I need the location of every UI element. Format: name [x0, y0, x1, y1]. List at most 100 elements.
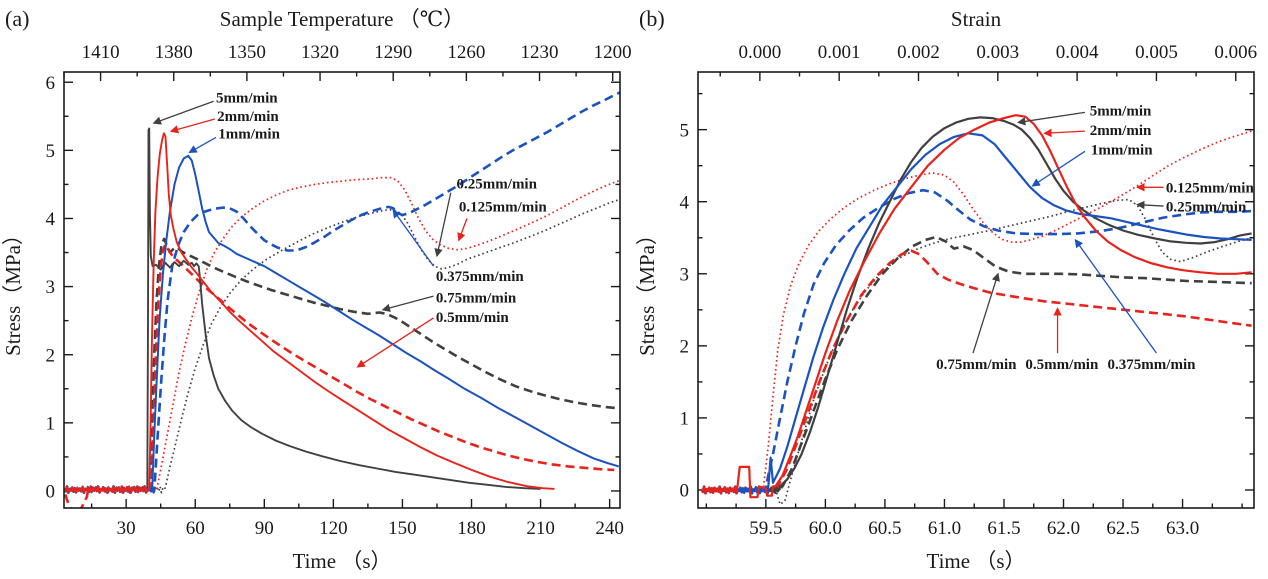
annotation-arrow — [152, 100, 214, 125]
annotation-2mm-min: 2mm/min — [169, 109, 279, 134]
x-tick-label: 61.5 — [987, 518, 1020, 539]
x-tick-label: 59.5 — [749, 518, 782, 539]
top-tick-label: 1410 — [82, 42, 120, 63]
x-tick-label: 60 — [186, 518, 205, 539]
annotation-arrow — [434, 192, 452, 258]
panel-a-label: (a) — [5, 6, 30, 31]
series-5mm-min — [700, 116, 1252, 495]
y-tick-label: 1 — [46, 413, 56, 434]
annotation-text: 2mm/min — [217, 109, 279, 125]
x-tick-label: 61.0 — [928, 518, 961, 539]
y-tick-label: 1 — [680, 409, 690, 430]
annotation-0-125mm-min: 0.125mm/min — [457, 199, 548, 242]
annotation-0-125mm-min: 0.125mm/min — [1136, 181, 1255, 197]
annotation-arrow — [1043, 128, 1085, 138]
y-tick-label: 5 — [680, 120, 690, 141]
x-tick-label: 210 — [526, 518, 555, 539]
top-axis-title: Strain — [951, 7, 1002, 31]
x-tick-label: 60.0 — [809, 518, 842, 539]
annotation-arrow — [392, 209, 435, 267]
annotation-5mm-min: 5mm/min — [152, 90, 278, 125]
axis-tick-labels: 59.5 60.0 60.5 61.0 61.5 62.0 62.5 63.0 0.000 0.0… — [680, 42, 1258, 539]
annotation-arrow — [381, 295, 434, 312]
annotation-arrow — [1031, 150, 1086, 187]
panel-b-svg: 59.5 60.0 60.5 61.0 61.5 62.0 62.5 63.0 0.000 0.0… — [635, 7, 1258, 573]
annotation-text: 2mm/min — [1090, 123, 1152, 139]
annotation-arrow — [169, 118, 215, 134]
annotations-group: 5mm/min 2mm/min 1mm/min 0.125mm/min 0.25mm/m… — [936, 103, 1254, 373]
y-tick-label: 4 — [680, 192, 690, 213]
x-tick-label: 62.0 — [1047, 518, 1080, 539]
annotation-2mm-min: 2mm/min — [1043, 123, 1152, 139]
series-2mm-min — [700, 114, 1252, 499]
annotation-arrow — [188, 136, 217, 154]
annotation-text: 0.375mm/min — [436, 269, 525, 285]
top-tick-label: 0.002 — [897, 42, 940, 63]
x-tick-label: 60.5 — [868, 518, 901, 539]
y-axis-title: Stress（MPa） — [635, 224, 659, 356]
x-tick-label: 150 — [388, 518, 417, 539]
x-tick-label: 240 — [595, 518, 624, 539]
top-tick-label: 1320 — [301, 42, 339, 63]
series-group — [64, 91, 620, 508]
series-group — [700, 114, 1252, 506]
annotation-text: 0.5mm/min — [1025, 357, 1099, 373]
annotation-text: 1mm/min — [1091, 142, 1153, 158]
annotation-0-5mm-min: 0.5mm/min — [1025, 307, 1099, 373]
panel-b: (b) 59.5 60.0 60.5 61.0 61.5 62.0 62.5 63.0 0.00… — [634, 0, 1268, 579]
x-tick-label: 90 — [255, 518, 274, 539]
plot-frame — [63, 71, 621, 509]
y-tick-label: 0 — [46, 482, 56, 503]
annotation-5mm-min: 5mm/min — [1017, 103, 1152, 126]
y-tick-label: 2 — [680, 337, 690, 358]
annotation-0-25mm-min: 0.25mm/min — [1136, 199, 1247, 215]
panel-a: (a) 30 60 90 120 150 180 210 240 1410 1380 1350 132… — [1, 6, 632, 573]
annotation-0-25mm-min: 0.25mm/min — [434, 176, 538, 258]
annotation-arrow — [457, 218, 468, 242]
top-tick-label: 0.001 — [818, 42, 861, 63]
annotation-text: 0.25mm/min — [457, 176, 538, 192]
annotation-text: 5mm/min — [216, 90, 278, 106]
top-tick-label: 1350 — [228, 42, 266, 63]
annotation-text: 0.75mm/min — [436, 291, 517, 307]
annotations-group: 5mm/min 2mm/min 1mm/min 0.25mm/min 0.125mm/m… — [152, 90, 548, 368]
panel-b-label: (b) — [639, 6, 665, 31]
top-tick-label: 0.006 — [1214, 42, 1257, 63]
annotation-0-75mm-min: 0.75mm/min — [936, 272, 1017, 373]
y-tick-label: 0 — [680, 481, 690, 502]
y-tick-label: 6 — [46, 73, 56, 94]
top-tick-label: 1230 — [521, 42, 559, 63]
annotation-text: 0.125mm/min — [459, 199, 548, 215]
annotation-text: 5mm/min — [1090, 103, 1152, 119]
top-tick-label: 1200 — [594, 42, 632, 63]
annotation-arrow — [972, 272, 1000, 354]
annotation-text: 1mm/min — [218, 127, 280, 143]
annotation-1mm-min: 1mm/min — [1031, 142, 1153, 187]
top-tick-label: 1260 — [447, 42, 485, 63]
top-tick-label: 0.005 — [1135, 42, 1178, 63]
top-axis-title: Sample Temperature （℃） — [220, 7, 464, 31]
y-tick-label: 3 — [680, 264, 690, 285]
annotation-text: 0.125mm/min — [1166, 181, 1255, 197]
top-tick-label: 1290 — [374, 42, 412, 63]
y-tick-label: 4 — [46, 209, 56, 230]
y-tick-label: 3 — [46, 277, 56, 298]
plot-frame — [697, 71, 1255, 509]
annotation-0-375mm-min: 0.375mm/min — [1074, 238, 1196, 373]
x-tick-label: 120 — [319, 518, 348, 539]
annotation-text: 0.25mm/min — [1166, 199, 1247, 215]
annotation-text: 0.75mm/min — [936, 357, 1017, 373]
x-tick-label: 180 — [457, 518, 486, 539]
x-tick-label: 30 — [117, 518, 136, 539]
annotation-arrow — [1017, 111, 1086, 126]
top-tick-label: 1380 — [155, 42, 193, 63]
annotation-0-375mm-min: 0.375mm/min — [392, 209, 525, 285]
annotation-arrow — [1074, 238, 1157, 354]
annotation-text: 0.5mm/min — [436, 310, 510, 326]
annotation-arrow — [356, 317, 434, 368]
series-2mm-min — [64, 132, 555, 494]
x-axis-title: Time （s） — [292, 549, 391, 573]
